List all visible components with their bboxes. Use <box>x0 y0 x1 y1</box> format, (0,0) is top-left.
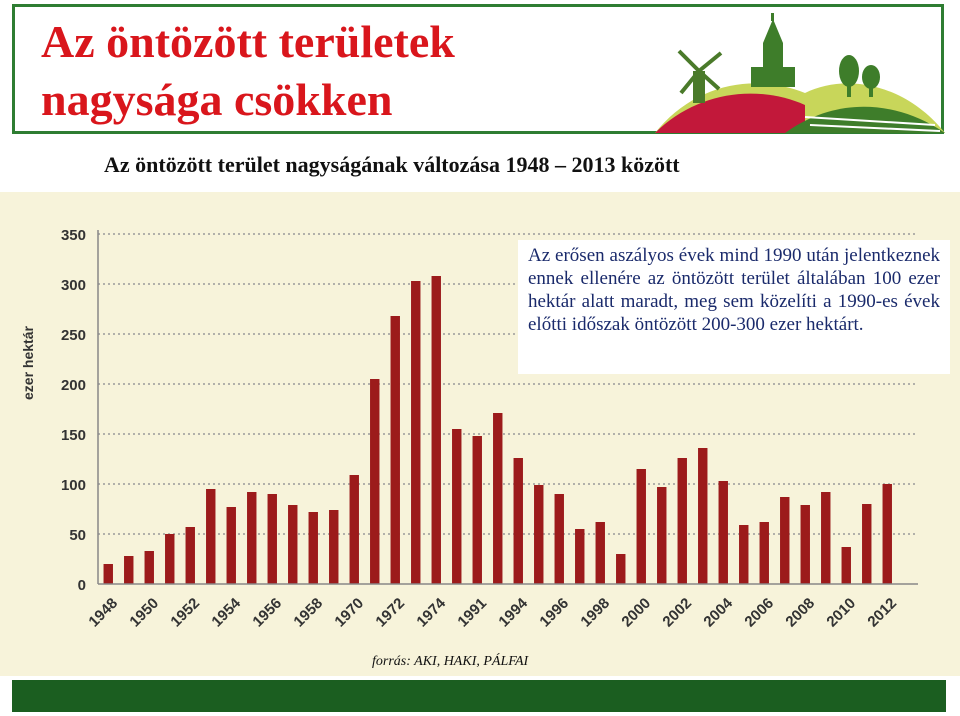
bar-1999 <box>616 554 626 584</box>
bar-1958 <box>308 512 318 584</box>
x-tick-label: 1994 <box>495 594 531 630</box>
bar-1959 <box>329 510 339 584</box>
bar-1971 <box>370 379 380 584</box>
bar-2005 <box>739 525 749 584</box>
bar-2003 <box>698 448 708 584</box>
x-tick-label: 2000 <box>618 595 654 631</box>
x-tick-label: 1996 <box>536 595 572 631</box>
x-tick-label: 1952 <box>167 595 203 631</box>
bar-2011 <box>862 504 872 584</box>
y-tick-label: 0 <box>78 577 86 594</box>
x-tick-label: 1956 <box>249 595 285 631</box>
bar-1994 <box>513 458 523 584</box>
bar-2004 <box>718 481 728 584</box>
bar-2006 <box>759 522 769 584</box>
bar-1952 <box>185 527 195 584</box>
y-tick-label: 50 <box>69 527 86 544</box>
bar-2000 <box>636 469 646 584</box>
y-tick-label: 250 <box>61 327 86 344</box>
title-frame: Az öntözött területek nagysága csökken <box>12 4 945 134</box>
bar-1996 <box>554 494 564 584</box>
bar-1992 <box>493 413 503 584</box>
bar-1948 <box>103 564 113 584</box>
x-tick-label: 1972 <box>372 595 408 631</box>
x-tick-label: 1998 <box>577 595 613 631</box>
bar-1995 <box>534 485 544 584</box>
x-tick-label: 2002 <box>659 595 695 631</box>
bar-2010 <box>841 547 851 584</box>
footer-bar <box>12 680 946 712</box>
bar-1949 <box>124 556 134 584</box>
bar-2009 <box>821 492 831 584</box>
bar-1991 <box>472 436 482 584</box>
source-note: forrás: AKI, HAKI, PÁLFAI <box>372 654 529 669</box>
bar-1957 <box>288 505 298 584</box>
page-title: Az öntözött területek nagysága csökken <box>41 13 455 129</box>
bar-1974 <box>431 276 441 584</box>
bar-1998 <box>595 522 605 584</box>
x-tick-label: 2012 <box>864 595 900 631</box>
bar-1956 <box>267 494 277 584</box>
bar-1975 <box>452 429 462 584</box>
bar-2007 <box>780 497 790 584</box>
page-title-line1: Az öntözött területek <box>41 16 455 67</box>
x-tick-label: 2006 <box>741 595 777 631</box>
x-tick-label: 1950 <box>126 595 162 631</box>
x-tick-label: 1974 <box>413 594 449 630</box>
y-tick-label: 100 <box>61 477 86 494</box>
bar-1954 <box>226 507 236 584</box>
x-tick-label: 1948 <box>85 595 121 631</box>
x-tick-label: 2010 <box>823 595 859 631</box>
bar-1951 <box>165 534 175 584</box>
x-tick-label: 1970 <box>331 595 367 631</box>
bar-1953 <box>206 489 216 584</box>
church-icon <box>751 13 795 87</box>
bar-1955 <box>247 492 257 584</box>
page-title-line2: nagysága csökken <box>41 74 393 125</box>
bar-1997 <box>575 529 585 584</box>
bar-2002 <box>677 458 687 584</box>
bar-1973 <box>411 281 421 584</box>
bar-2012 <box>882 484 892 584</box>
bar-2001 <box>657 487 667 584</box>
x-tick-label: 1954 <box>208 594 244 630</box>
bar-1970 <box>349 475 359 584</box>
logo <box>655 13 945 133</box>
chart-annotation: Az erősen aszályos évek mind 1990 után j… <box>518 240 950 374</box>
bar-1950 <box>144 551 154 584</box>
y-tick-label: 300 <box>61 277 86 294</box>
chart-subtitle: Az öntözött terület nagyságának változás… <box>104 152 680 177</box>
y-tick-label: 150 <box>61 427 86 444</box>
windmill-icon <box>677 49 723 103</box>
bar-1972 <box>390 316 400 584</box>
y-tick-label: 200 <box>61 377 86 394</box>
y-tick-label: 350 <box>61 227 86 244</box>
x-tick-label: 1958 <box>290 595 326 631</box>
x-tick-label: 1991 <box>454 595 490 631</box>
x-tick-label: 2004 <box>700 594 736 630</box>
bar-2008 <box>800 505 810 584</box>
x-tick-label: 2008 <box>782 595 818 631</box>
tree-icon <box>839 55 880 97</box>
y-axis-label: ezer hektár <box>20 326 36 400</box>
